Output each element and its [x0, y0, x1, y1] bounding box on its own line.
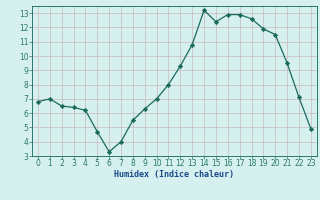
- X-axis label: Humidex (Indice chaleur): Humidex (Indice chaleur): [115, 170, 234, 179]
